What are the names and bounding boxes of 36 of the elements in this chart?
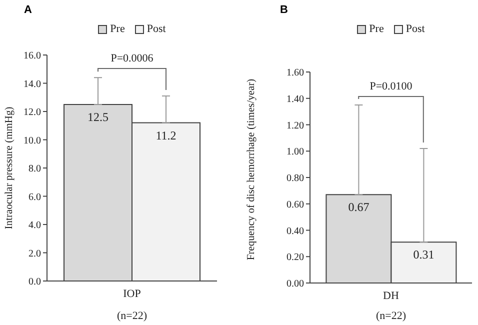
chart-title: B — [280, 4, 288, 16]
x-axis-title: (n=22) — [116, 310, 148, 322]
y-axis-title: Intraocular pressure (mmHg) — [4, 106, 15, 230]
y-tick-label: 2.0 — [28, 248, 41, 260]
data-label: 0.31 — [413, 248, 434, 262]
y-tick-label: 0.60 — [286, 199, 304, 210]
y-axis-title: Frequency of disc hemorrhage (times/year) — [246, 78, 257, 260]
y-tick-label: 0.20 — [286, 252, 304, 264]
x-tick-label: DH — [383, 290, 399, 302]
x-axis-title: (n=22) — [376, 310, 406, 322]
chart-title: A — [24, 4, 32, 16]
y-tick-label: 10.0 — [24, 135, 41, 146]
data-label: 12.5 — [88, 110, 108, 124]
annotation: P=0.0100 — [370, 80, 413, 93]
legend-label: Post — [146, 23, 166, 35]
y-tick-label: 0.80 — [286, 173, 304, 184]
y-tick-label: 1.40 — [286, 94, 304, 105]
y-tick-label: 1.20 — [286, 120, 304, 132]
y-tick-label: 1.00 — [286, 146, 304, 158]
y-tick-label: 0.00 — [286, 278, 304, 290]
y-tick-label: 1.60 — [286, 68, 304, 79]
y-tick-label: 12.0 — [24, 107, 41, 118]
y-tick-label: 4.0 — [28, 220, 41, 232]
x-tick-label: IOP — [123, 288, 141, 300]
y-tick-label: 14.0 — [24, 78, 41, 90]
legend-label: Pre — [110, 23, 125, 35]
data-label: 11.2 — [156, 128, 176, 142]
y-tick-label: 0.40 — [286, 226, 304, 237]
legend-label: Post — [406, 23, 425, 35]
y-tick-label: 0.0 — [28, 276, 41, 288]
y-tick-label: 6.0 — [28, 192, 41, 203]
annotation: P=0.0006 — [110, 52, 154, 65]
y-tick-label: 16.0 — [24, 50, 41, 62]
data-label: 0.67 — [348, 200, 370, 214]
y-tick-label: 8.0 — [28, 164, 41, 175]
legend-label: Pre — [369, 23, 384, 35]
